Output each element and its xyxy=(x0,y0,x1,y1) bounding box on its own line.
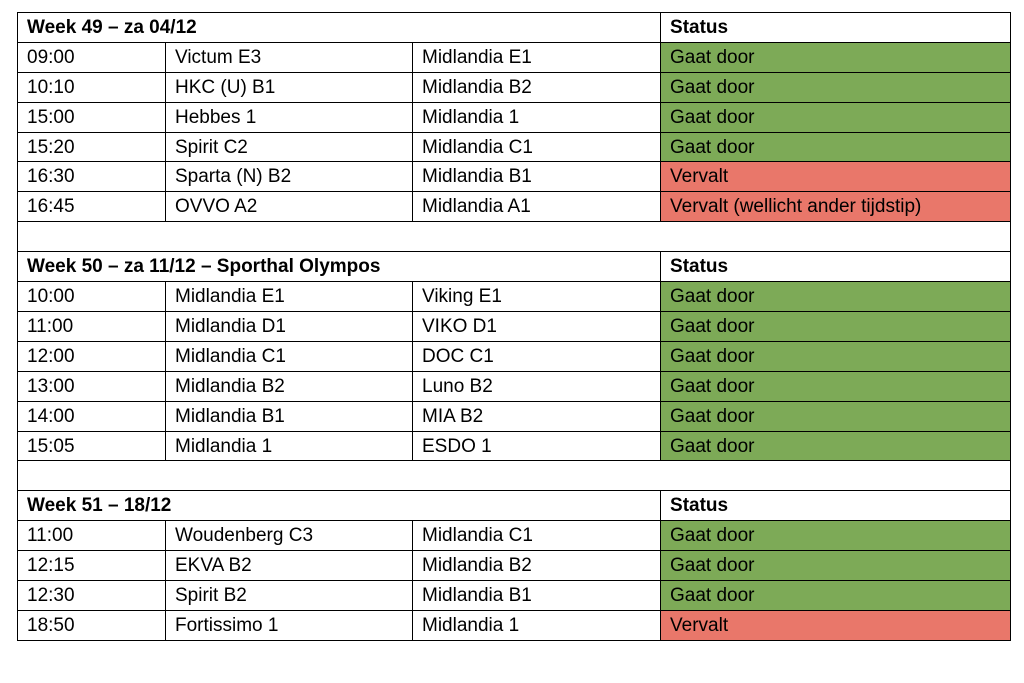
status-header: Status xyxy=(660,490,1012,522)
match-time: 11:00 xyxy=(17,311,166,342)
match-schedule-table: Week 49 – za 04/12 Status 09:00 Victum E3 Mi… xyxy=(16,12,1012,641)
match-row: 12:15 EKVA B2 Midlandia B2 Gaat door xyxy=(17,550,1012,582)
home-team: EKVA B2 xyxy=(165,550,413,582)
match-row: 11:00 Woudenberg C3 Midlandia C1 Gaat door xyxy=(17,520,1012,552)
match-status: Vervalt xyxy=(660,161,1012,193)
match-status: Gaat door xyxy=(660,41,1012,73)
away-team: Midlandia B1 xyxy=(411,580,662,612)
status-header: Status xyxy=(660,251,1012,283)
match-time: 10:00 xyxy=(17,281,166,313)
match-status: Gaat door xyxy=(660,131,1012,163)
match-row: 15:05 Midlandia 1 ESDO 1 Gaat door xyxy=(17,430,1012,462)
schedule-body: Week 49 – za 04/12 Status 09:00 Victum E3 Mi… xyxy=(16,12,1012,641)
match-row: 16:30 Sparta (N) B2 Midlandia B1 Vervalt xyxy=(17,161,1012,193)
match-time: 12:15 xyxy=(17,550,166,582)
match-row: 10:10 HKC (U) B1 Midlandia B2 Gaat door xyxy=(17,71,1012,103)
match-time: 18:50 xyxy=(17,610,166,641)
away-team: Midlandia E1 xyxy=(411,41,662,73)
section-title: Week 49 – za 04/12 xyxy=(16,12,662,43)
home-team: Victum E3 xyxy=(165,41,413,73)
match-row: 13:00 Midlandia B2 Luno B2 Gaat door xyxy=(17,370,1012,402)
match-status: Vervalt (wellicht ander tijdstip) xyxy=(660,191,1012,223)
match-status: Gaat door xyxy=(660,550,1012,582)
match-row: 12:30 Spirit B2 Midlandia B1 Gaat door xyxy=(17,580,1012,612)
home-team: Spirit C2 xyxy=(165,131,413,163)
home-team: Midlandia C1 xyxy=(165,340,413,372)
match-status: Gaat door xyxy=(660,340,1012,372)
away-team: DOC C1 xyxy=(411,340,662,372)
away-team: Midlandia 1 xyxy=(411,101,662,133)
match-time: 15:00 xyxy=(17,101,166,133)
away-team: Midlandia C1 xyxy=(411,520,662,552)
match-time: 13:00 xyxy=(17,370,166,402)
match-time: 14:00 xyxy=(17,400,166,432)
section-spacer-row xyxy=(16,460,1012,492)
home-team: HKC (U) B1 xyxy=(165,71,413,103)
away-team: Luno B2 xyxy=(411,370,662,402)
match-time: 16:45 xyxy=(17,191,166,223)
match-time: 10:10 xyxy=(17,71,166,103)
match-time: 09:00 xyxy=(17,41,166,73)
match-status: Gaat door xyxy=(660,400,1012,432)
match-status: Gaat door xyxy=(660,370,1012,402)
section-header-row: Week 49 – za 04/12 Status xyxy=(16,12,1012,43)
match-row: 15:20 Spirit C2 Midlandia C1 Gaat door xyxy=(17,131,1012,163)
match-time: 15:05 xyxy=(17,430,166,462)
away-team: ESDO 1 xyxy=(411,430,662,462)
section-spacer-row xyxy=(16,221,1012,253)
match-row: 15:00 Hebbes 1 Midlandia 1 Gaat door xyxy=(17,101,1012,133)
section-title: Week 51 – 18/12 xyxy=(16,490,662,522)
away-team: Midlandia C1 xyxy=(411,131,662,163)
away-team: Viking E1 xyxy=(411,281,662,313)
home-team: Spirit B2 xyxy=(165,580,413,612)
away-team: Midlandia A1 xyxy=(411,191,662,223)
match-row: 11:00 Midlandia D1 VIKO D1 Gaat door xyxy=(17,311,1012,342)
away-team: Midlandia 1 xyxy=(411,610,662,641)
match-status: Gaat door xyxy=(660,311,1012,342)
home-team: Midlandia B1 xyxy=(165,400,413,432)
away-team: Midlandia B1 xyxy=(411,161,662,193)
home-team: Midlandia 1 xyxy=(165,430,413,462)
match-row: 12:00 Midlandia C1 DOC C1 Gaat door xyxy=(17,340,1012,372)
match-status: Gaat door xyxy=(660,281,1012,313)
home-team: Fortissimo 1 xyxy=(165,610,413,641)
status-header: Status xyxy=(660,12,1012,43)
match-status: Vervalt xyxy=(660,610,1012,641)
match-row: 09:00 Victum E3 Midlandia E1 Gaat door xyxy=(17,41,1012,73)
match-status: Gaat door xyxy=(660,520,1012,552)
match-row: 18:50 Fortissimo 1 Midlandia 1 Vervalt xyxy=(17,610,1012,641)
match-time: 16:30 xyxy=(17,161,166,193)
match-row: 16:45 OVVO A2 Midlandia A1 Vervalt (wellich… xyxy=(17,191,1012,223)
match-status: Gaat door xyxy=(660,101,1012,133)
home-team: Hebbes 1 xyxy=(165,101,413,133)
home-team: Sparta (N) B2 xyxy=(165,161,413,193)
home-team: Midlandia E1 xyxy=(165,281,413,313)
section-header-row: Week 51 – 18/12 Status xyxy=(16,490,1012,522)
section-title: Week 50 – za 11/12 – Sporthal Olympos xyxy=(16,251,662,283)
home-team: Midlandia D1 xyxy=(165,311,413,342)
section-header-row: Week 50 – za 11/12 – Sporthal Olympos Sta… xyxy=(16,251,1012,283)
away-team: Midlandia B2 xyxy=(411,71,662,103)
match-time: 12:30 xyxy=(17,580,166,612)
match-row: 10:00 Midlandia E1 Viking E1 Gaat door xyxy=(17,281,1012,313)
spacer-cell xyxy=(16,460,1012,492)
match-time: 11:00 xyxy=(17,520,166,552)
home-team: OVVO A2 xyxy=(165,191,413,223)
match-status: Gaat door xyxy=(660,580,1012,612)
match-row: 14:00 Midlandia B1 MIA B2 Gaat door xyxy=(17,400,1012,432)
home-team: Midlandia B2 xyxy=(165,370,413,402)
match-status: Gaat door xyxy=(660,430,1012,462)
away-team: Midlandia B2 xyxy=(411,550,662,582)
match-time: 12:00 xyxy=(17,340,166,372)
match-status: Gaat door xyxy=(660,71,1012,103)
away-team: MIA B2 xyxy=(411,400,662,432)
match-time: 15:20 xyxy=(17,131,166,163)
home-team: Woudenberg C3 xyxy=(165,520,413,552)
spacer-cell xyxy=(16,221,1012,253)
away-team: VIKO D1 xyxy=(411,311,662,342)
